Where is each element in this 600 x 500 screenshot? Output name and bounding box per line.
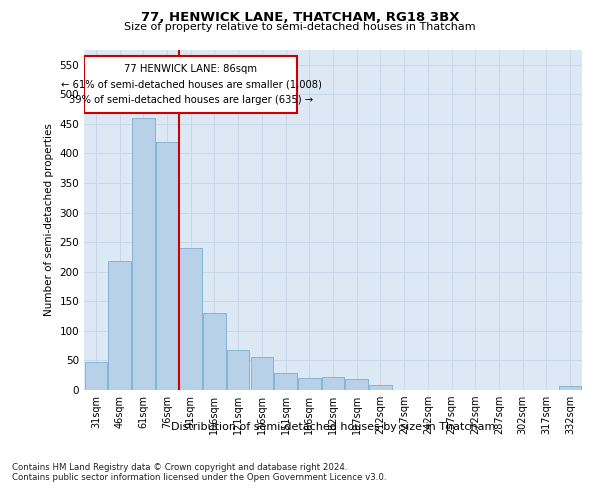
Bar [322, 377, 344, 390]
Bar [298, 378, 320, 390]
Bar [109, 261, 131, 390]
Y-axis label: Number of semi-detached properties: Number of semi-detached properties [44, 124, 54, 316]
Bar [203, 313, 226, 390]
Bar [85, 56, 298, 114]
Bar [369, 386, 392, 390]
Bar [274, 374, 297, 390]
Bar [156, 142, 178, 390]
Bar [132, 118, 155, 390]
Bar [251, 358, 273, 390]
Text: Size of property relative to semi-detached houses in Thatcham: Size of property relative to semi-detach… [124, 22, 476, 32]
Bar [346, 380, 368, 390]
Text: Contains HM Land Registry data © Crown copyright and database right 2024.
Contai: Contains HM Land Registry data © Crown c… [12, 462, 386, 482]
Bar [227, 350, 250, 390]
Text: Distribution of semi-detached houses by size in Thatcham: Distribution of semi-detached houses by … [171, 422, 495, 432]
Text: 77 HENWICK LANE: 86sqm
← 61% of semi-detached houses are smaller (1,008)
39% of : 77 HENWICK LANE: 86sqm ← 61% of semi-det… [61, 64, 322, 105]
Text: 77, HENWICK LANE, THATCHAM, RG18 3BX: 77, HENWICK LANE, THATCHAM, RG18 3BX [141, 11, 459, 24]
Bar [559, 386, 581, 390]
Bar [85, 362, 107, 390]
Bar [179, 248, 202, 390]
